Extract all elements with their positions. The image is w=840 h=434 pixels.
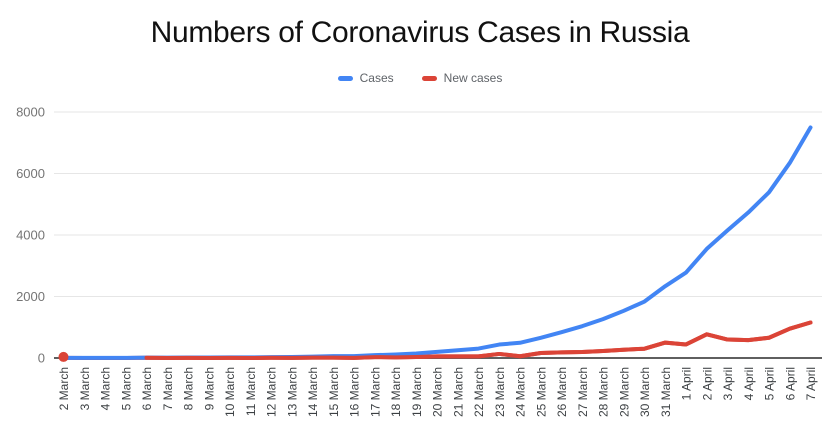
x-axis-label: 8 March: [182, 367, 196, 410]
x-axis-label: 24 March: [514, 367, 528, 417]
x-axis-label: 7 April: [804, 367, 818, 400]
x-axis-label: 13 March: [285, 367, 299, 417]
x-axis-label: 5 March: [119, 367, 133, 410]
chart-title: Numbers of Coronavirus Cases in Russia: [150, 16, 690, 49]
x-axis-label: 11 March: [244, 367, 258, 416]
y-axis-label: 4000: [16, 228, 45, 243]
cases-swatch-icon: [337, 75, 353, 81]
x-axis-label: 18 March: [389, 367, 403, 417]
x-axis-label: 16 March: [348, 367, 362, 417]
legend-item-cases[interactable]: Cases: [337, 71, 394, 85]
x-axis-label: 6 March: [140, 367, 154, 410]
x-axis-label: 9 March: [202, 367, 216, 410]
x-axis-label: 29 March: [617, 367, 631, 417]
x-axis-label: 14 March: [306, 367, 320, 417]
x-axis-label: 31 March: [659, 367, 673, 417]
x-axis-label: 10 March: [223, 367, 237, 417]
cases-line: [61, 125, 813, 360]
legend-label: Cases: [359, 71, 394, 85]
legend-label: New cases: [443, 71, 503, 85]
x-axis-label: 28 March: [597, 367, 611, 417]
x-axis-label: 23 March: [493, 367, 507, 417]
x-axis-label: 2 April: [700, 367, 714, 400]
x-axis-label: 4 April: [742, 367, 756, 400]
legend: Cases New cases: [0, 71, 840, 85]
y-axis-label: 8000: [16, 105, 45, 120]
x-axis-label: 25 March: [534, 367, 548, 417]
y-axis-label: 6000: [16, 166, 45, 181]
x-axis-label: 3 March: [78, 367, 92, 410]
x-axis-label: 20 March: [431, 367, 445, 417]
x-axis-label: 30 March: [638, 367, 652, 417]
new-cases-line: [144, 320, 813, 360]
x-axis-label: 12 March: [265, 367, 279, 417]
x-axis-label: 1 April: [680, 367, 694, 400]
x-axis-label: 26 March: [555, 367, 569, 417]
x-axis-label: 19 March: [410, 367, 424, 417]
x-axis-label: 3 April: [721, 367, 735, 400]
x-axis-label: 17 March: [368, 367, 382, 417]
x-axis-label: 21 March: [451, 367, 465, 417]
legend-item-new-cases[interactable]: New cases: [421, 71, 503, 85]
x-axis-label: 27 March: [576, 367, 590, 417]
y-axis-label: 2000: [16, 289, 45, 304]
x-axis-label: 6 April: [783, 367, 797, 400]
x-axis-label: 7 March: [161, 367, 175, 410]
y-axis-label: 0: [38, 351, 45, 366]
x-axis-label: 4 March: [99, 367, 113, 410]
x-axis-label: 5 April: [763, 367, 777, 400]
new-cases-swatch-icon: [421, 75, 437, 81]
x-axis-label: 22 March: [472, 367, 486, 417]
x-axis-label: 15 March: [327, 367, 341, 417]
new-cases-first-point: [58, 351, 69, 362]
x-axis-label: 2 March: [57, 367, 71, 410]
